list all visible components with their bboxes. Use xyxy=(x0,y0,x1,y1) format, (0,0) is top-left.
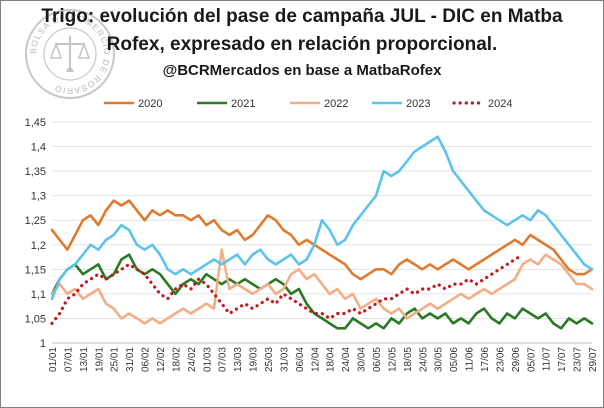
y-tick-label: 1,2 xyxy=(31,240,46,252)
x-tick-label: 24/04 xyxy=(341,347,352,372)
y-tick-label: 1,15 xyxy=(25,264,46,276)
x-tick-label: 01/03 xyxy=(202,347,213,372)
x-tick-label: 24/02 xyxy=(187,347,198,372)
y-tick-label: 1,05 xyxy=(25,313,46,325)
x-tick-label: 06/04 xyxy=(295,347,306,372)
chart-title-line-1: Trigo: evolución del pase de campaña JUL… xyxy=(41,6,563,27)
x-tick-label: 18/04 xyxy=(326,347,337,372)
chart-title-line-2: Rofex, expresado en relación proporciona… xyxy=(106,34,498,55)
x-tick-label: 25/03 xyxy=(264,347,275,372)
grid-lines xyxy=(52,121,592,344)
x-tick-label: 30/04 xyxy=(357,347,368,372)
x-tick-label: 07/03 xyxy=(218,347,229,372)
y-axis-tick-labels: 1 1,05 1,1 1,15 1,2 1,25 1,3 1,35 1,4 1,45 xyxy=(25,117,46,350)
legend-label-2020: 2020 xyxy=(138,98,162,110)
series-lines xyxy=(50,135,594,330)
legend-label-2022: 2022 xyxy=(324,98,348,110)
x-tick-label: 31/03 xyxy=(279,347,290,372)
y-tick-label: 1,3 xyxy=(31,191,46,203)
y-tick-label: 1 xyxy=(40,338,46,350)
x-tick-label: 11/06 xyxy=(465,347,476,372)
x-tick-label: 29/06 xyxy=(511,347,522,372)
x-axis-tick-labels: 01/01 07/01 13/01 19/01 25/01 31/01 06/02 12/02… xyxy=(48,347,599,372)
chart-subtitle: @BCRMercados en base a MatbaRofex xyxy=(162,62,442,79)
series-line-2022 xyxy=(50,248,594,325)
series-line-2020 xyxy=(50,199,594,281)
legend-label-2024: 2024 xyxy=(488,98,512,110)
x-tick-label: 12/05 xyxy=(387,347,398,372)
x-tick-label: 06/05 xyxy=(372,347,383,372)
legend-label-2023: 2023 xyxy=(406,98,430,110)
x-tick-label: 07/01 xyxy=(63,347,74,372)
legend: 2020 2021 2022 2023 2024 xyxy=(104,98,512,110)
x-tick-label: 23/06 xyxy=(495,347,506,372)
series-line-2023 xyxy=(50,135,594,301)
x-tick-label: 13/03 xyxy=(233,347,244,372)
x-tick-label: 06/02 xyxy=(141,347,152,372)
x-tick-label: 01/01 xyxy=(48,347,59,372)
x-tick-label: 17/06 xyxy=(480,347,491,372)
x-tick-label: 23/07 xyxy=(573,347,584,372)
x-tick-label: 19/01 xyxy=(94,347,105,372)
x-tick-label: 30/05 xyxy=(434,347,445,372)
x-tick-label: 18/05 xyxy=(403,347,414,372)
x-tick-label: 13/01 xyxy=(79,347,90,372)
x-tick-label: 12/04 xyxy=(310,347,321,372)
bcr-logo-seal: BOLSA DE COMERCIO DE ROSARIO xyxy=(22,6,118,102)
y-tick-label: 1,25 xyxy=(25,215,46,227)
series-line-2024 xyxy=(50,253,525,325)
y-tick-label: 1,4 xyxy=(31,142,46,154)
x-tick-label: 31/01 xyxy=(125,347,136,372)
x-tick-label: 05/07 xyxy=(526,347,537,372)
x-tick-label: 17/07 xyxy=(557,347,568,372)
x-tick-label: 11/07 xyxy=(542,347,553,372)
x-tick-label: 18/02 xyxy=(171,347,182,372)
x-tick-label: 19/03 xyxy=(249,347,260,372)
y-tick-label: 1,35 xyxy=(25,166,46,178)
x-tick-label: 05/06 xyxy=(449,347,460,372)
y-tick-label: 1,1 xyxy=(31,289,46,301)
legend-label-2021: 2021 xyxy=(231,98,255,110)
x-tick-label: 12/02 xyxy=(156,347,167,372)
x-tick-label: 24/05 xyxy=(418,347,429,372)
y-tick-label: 1,45 xyxy=(25,117,46,129)
x-tick-label: 25/01 xyxy=(110,347,121,372)
x-tick-label: 29/07 xyxy=(588,347,599,372)
